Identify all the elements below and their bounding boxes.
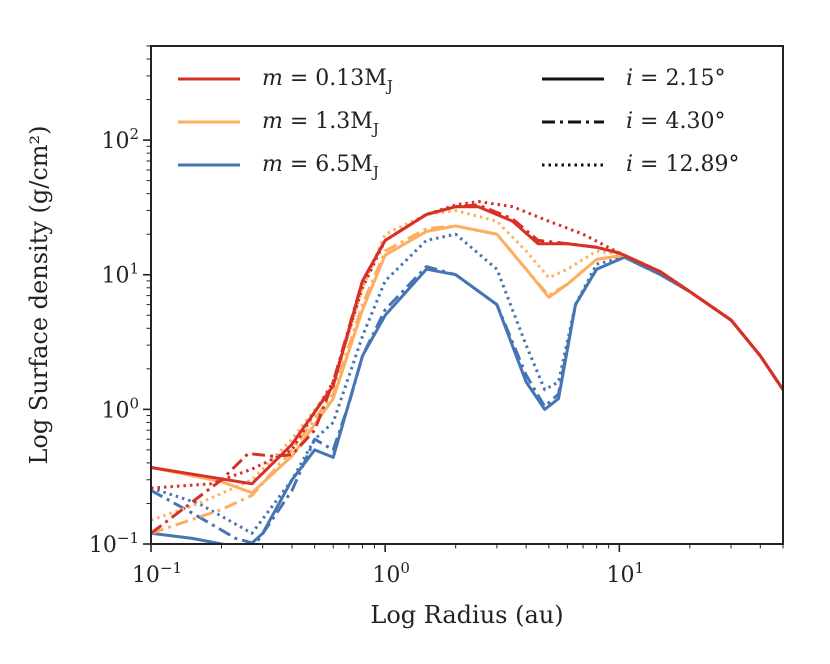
- legend-mass-label-1: m = 1.3MJ: [262, 109, 379, 138]
- x-tick-label-0: 10−1: [132, 559, 182, 588]
- plot-background: [151, 46, 783, 544]
- y-axis-label: Log Surface density (g/cm²): [25, 125, 53, 464]
- legend-incl-label-2: i = 12.89°: [626, 152, 739, 177]
- legend: m = 0.13MJ m = 1.3MJ m = 6.5MJ i = 2.15° i =…: [178, 66, 739, 181]
- legend-incl-label-1: i = 4.30°: [626, 109, 725, 134]
- legend-mass-label-0: m = 0.13MJ: [262, 66, 393, 95]
- x-tick-label-2: 101: [607, 559, 645, 588]
- ticks-layer: 10−1 100 101 10−1 100 101 102: [89, 45, 784, 588]
- series-line-8: [151, 205, 783, 486]
- series-line-3: [151, 209, 783, 522]
- x-axis-label: Log Radius (au): [370, 601, 563, 629]
- y-tick-label-2: 101: [101, 260, 139, 289]
- series-line-6: [151, 200, 783, 490]
- x-tick-label-1: 100: [372, 559, 410, 588]
- plot-frame: [150, 45, 784, 545]
- series-line-2: [151, 255, 783, 544]
- legend-incl-label-0: i = 2.15°: [626, 66, 725, 91]
- y-tick-label-0: 10−1: [89, 529, 139, 558]
- y-tick-label-1: 100: [101, 394, 139, 423]
- y-tick-label-3: 102: [101, 125, 139, 154]
- series-layer: [151, 200, 783, 544]
- legend-mass-label-2: m = 6.5MJ: [262, 152, 379, 181]
